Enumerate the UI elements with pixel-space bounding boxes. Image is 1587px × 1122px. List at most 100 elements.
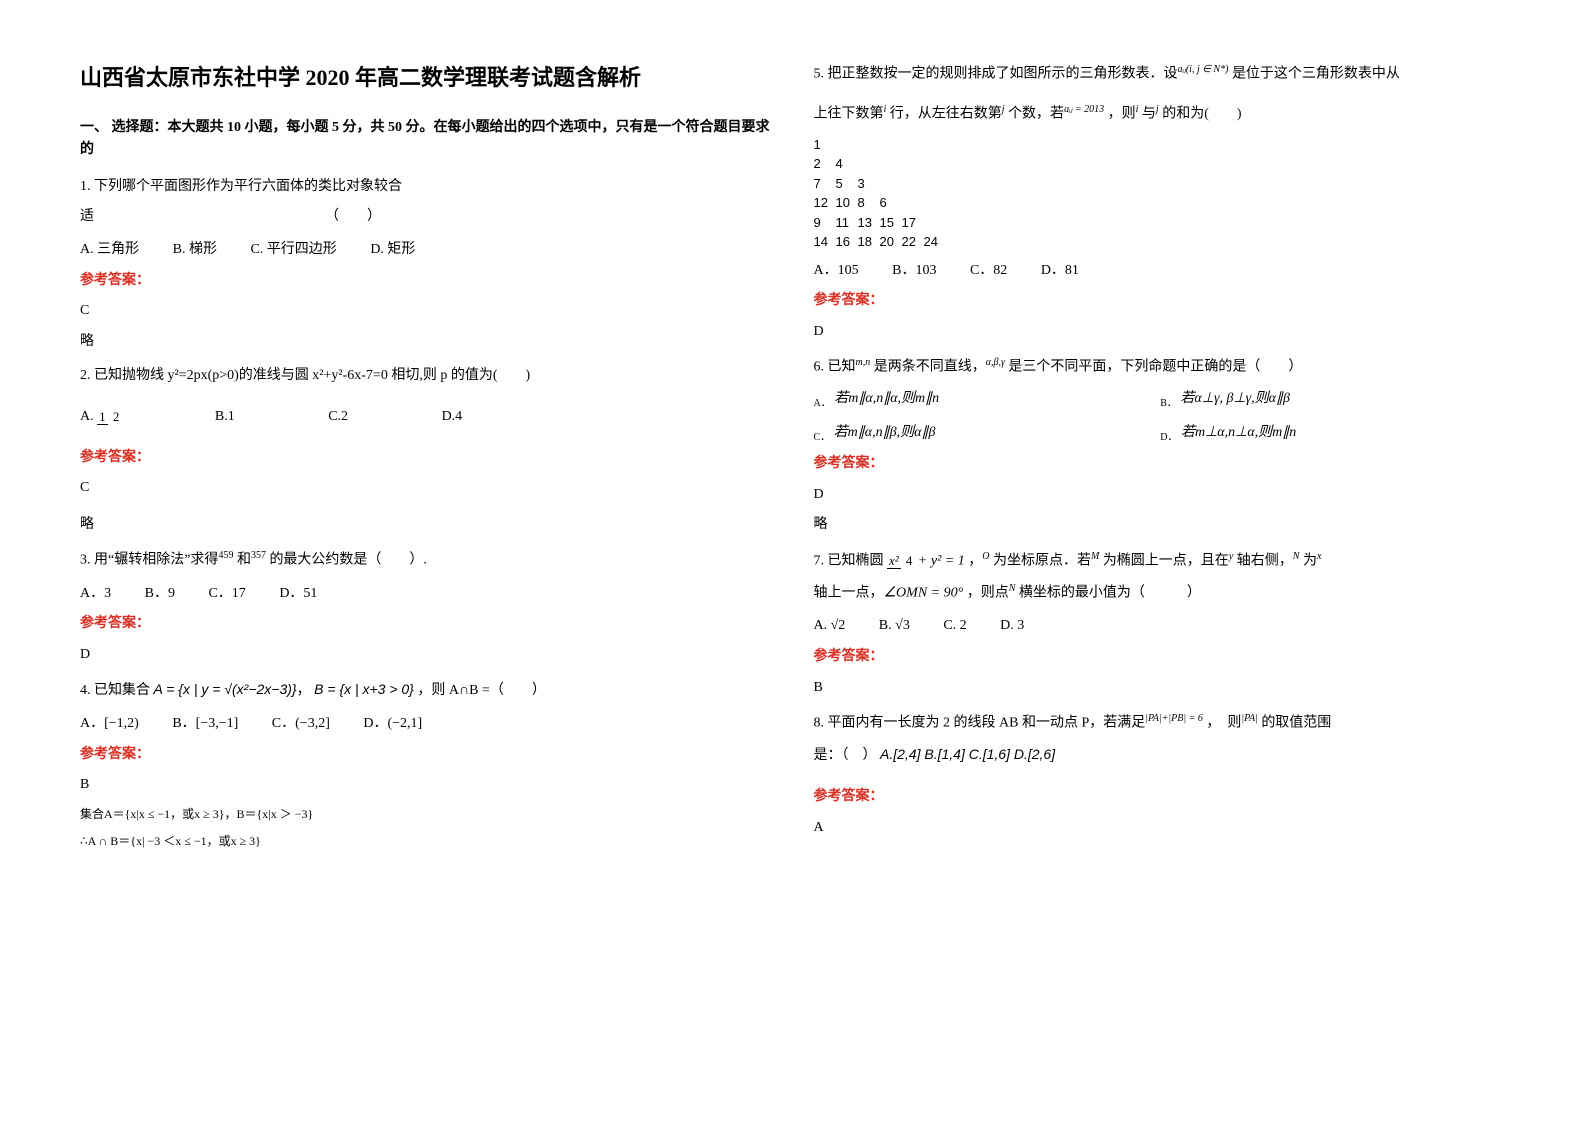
q5-opt-c: C．82 bbox=[970, 258, 1007, 285]
section-heading: 一、 选择题：本大题共 10 小题，每小题 5 分，共 50 分。在每小题给出的… bbox=[80, 117, 774, 162]
q3-stem-pre: 3. 用“辗转相除法”求得 bbox=[80, 553, 218, 568]
triangle-table: 1 24 753 121086 911131517 141618202224 bbox=[814, 135, 1508, 252]
question-3: 3. 用“辗转相除法”求得459 和357 的最大公约数是（ ）. A．3 B．… bbox=[80, 546, 774, 668]
q7-opt-d: D. 3 bbox=[1000, 613, 1024, 640]
tri-cell: 3 bbox=[858, 174, 880, 194]
tri-cell: 9 bbox=[814, 213, 836, 233]
tri-cell: 16 bbox=[836, 232, 858, 252]
q6-note: 略 bbox=[814, 512, 1508, 539]
tri-cell: 13 bbox=[858, 213, 880, 233]
q2-answer-label: 参考答案： bbox=[80, 445, 774, 472]
q4-answer-label: 参考答案： bbox=[80, 742, 774, 769]
q4-expl2: ∴A ∩ B＝{x| −3 ＜x ≤ −1，或x ≥ 3} bbox=[80, 830, 774, 853]
q3-stem: 3. 用“辗转相除法”求得459 和357 的最大公约数是（ ）. bbox=[80, 546, 774, 574]
question-2: 2. 已知抛物线 y²=2px(p>0)的准线与圆 x²+y²-6x-7=0 相… bbox=[80, 363, 774, 538]
tri-cell: 12 bbox=[814, 193, 836, 213]
tri-cell: 11 bbox=[836, 213, 858, 233]
q5-line2: 上往下数第i 行，从左往右数第j 个数，若aᵢⱼ = 2013 ，则i 与j 的… bbox=[814, 100, 1508, 128]
q7-answer: B bbox=[814, 675, 1508, 702]
q7-O: O bbox=[982, 551, 989, 562]
tri-cell: 7 bbox=[814, 174, 836, 194]
q6-lc: C． bbox=[814, 432, 831, 443]
frac-num: 1 bbox=[97, 409, 108, 425]
q5-l2-mid2: 个数，若 bbox=[1008, 107, 1064, 122]
q1-answer: C bbox=[80, 298, 774, 325]
q8-pa: |PA| bbox=[1241, 713, 1257, 724]
q6-answer: D bbox=[814, 482, 1508, 509]
q7-x: x bbox=[1317, 551, 1321, 562]
q7-frac-den: 4 bbox=[904, 553, 915, 568]
q5-answer: D bbox=[814, 319, 1508, 346]
tri-cell: 4 bbox=[836, 154, 858, 174]
q5-and: 与 bbox=[1142, 107, 1156, 122]
q3-opt-b: B．9 bbox=[145, 581, 175, 608]
q7-N2: N bbox=[1009, 583, 1016, 594]
q6-ld: D． bbox=[1160, 432, 1177, 443]
q7-N: N bbox=[1293, 551, 1300, 562]
fraction-half: 1 2 bbox=[97, 410, 121, 424]
q5-opt-b: B．103 bbox=[892, 258, 936, 285]
question-8: 8. 平面内有一长度为 2 的线段 AB 和一动点 P，若满足|PA|+|PB|… bbox=[814, 709, 1508, 841]
q6-la: A． bbox=[814, 397, 831, 408]
q8-line1: 8. 平面内有一长度为 2 的线段 AB 和一动点 P，若满足|PA|+|PB|… bbox=[814, 709, 1508, 737]
q6-mid2: 是三个不同平面，下列命题中正确的是（ ） bbox=[1008, 360, 1302, 375]
q7-frac-num: x² bbox=[887, 553, 901, 569]
q6-options: A． 若m∥α,n∥α,则m∥n B． 若α⊥γ, β⊥γ,则α∥β C． 若m… bbox=[814, 386, 1508, 448]
q4-stem: 4. 已知集合 A = {x | y = √(x²−2x−3)}， B = {x… bbox=[80, 676, 774, 705]
page-title: 山西省太原市东社中学 2020 年高二数学理联考试题含解析 bbox=[80, 60, 774, 92]
q5-post: 是位于这个三角形数表中从 bbox=[1232, 67, 1400, 82]
q2-opt-a-label: A. bbox=[80, 409, 94, 424]
q8-answer: A bbox=[814, 815, 1508, 842]
q8-opt: A.[2,4] B.[1,4] C.[1,6] D.[2,6] bbox=[880, 746, 1055, 762]
q7-mid4: 轴右侧， bbox=[1237, 554, 1293, 569]
tri-cell: 5 bbox=[836, 174, 858, 194]
q2-stem: 2. 已知抛物线 y²=2px(p>0)的准线与圆 x²+y²-6x-7=0 相… bbox=[80, 363, 774, 390]
q4-expl1: 集合A＝{x|x ≤ −1，或x ≥ 3}，B＝{x|x ＞ −3} bbox=[80, 803, 774, 826]
tri-cell: 8 bbox=[858, 193, 880, 213]
q4-answer: B bbox=[80, 772, 774, 799]
q4-stem-pre: 4. 已知集合 bbox=[80, 683, 150, 698]
q7-options: A. √2 B. √3 C. 2 D. 3 bbox=[814, 613, 1508, 640]
q7-pre: 7. 已知椭圆 bbox=[814, 554, 884, 569]
q6-ta: 若m∥α,n∥α,则m∥n bbox=[834, 391, 939, 406]
tri-cell: 24 bbox=[924, 232, 946, 252]
q7-answer-label: 参考答案： bbox=[814, 644, 1508, 671]
q6-lb: B． bbox=[1160, 397, 1177, 408]
tri-cell: 17 bbox=[902, 213, 924, 233]
question-1: 1. 下列哪个平面图形作为平行六面体的类比对象较合 适 （ ） A. 三角形 B… bbox=[80, 174, 774, 356]
q7-line1: 7. 已知椭圆 x² 4 + y² = 1 ，O 为坐标原点．若M 为椭圆上一点… bbox=[814, 547, 1508, 575]
q6-opt-d: D． 若m⊥α,n⊥α,则m∥n bbox=[1160, 420, 1507, 447]
q7-opt-a: A. √2 bbox=[814, 613, 846, 640]
q7-opt-b: B. √3 bbox=[879, 613, 910, 640]
q4-setA: A = {x | y = √(x²−2x−3)} bbox=[154, 681, 297, 697]
q5-line1: 5. 把正整数按一定的规则排成了如图所示的三角形数表．设aᵢⱼ(i, j ∈ N… bbox=[814, 60, 1508, 88]
q1-stem2: 适 （ ） bbox=[80, 204, 774, 231]
q6-pre: 6. 已知 bbox=[814, 360, 856, 375]
tri-cell: 15 bbox=[880, 213, 902, 233]
q4-opt-d: D．(−2,1] bbox=[363, 711, 422, 738]
q6-answer-label: 参考答案： bbox=[814, 451, 1508, 478]
q6-mid1: 是两条不同直线， bbox=[874, 360, 986, 375]
q4-opt-a: A．[−1,2) bbox=[80, 711, 139, 738]
q8-answer-label: 参考答案： bbox=[814, 784, 1508, 811]
q6-tc: 若m∥α,n∥β,则α∥β bbox=[834, 425, 936, 440]
tri-cell: 14 bbox=[814, 232, 836, 252]
question-4: 4. 已知集合 A = {x | y = √(x²−2x−3)}， B = {x… bbox=[80, 676, 774, 852]
q7-frac: x² 4 bbox=[887, 554, 914, 568]
q8-tail: 的取值范围 bbox=[1261, 716, 1331, 731]
q3-opt-d: D．51 bbox=[279, 581, 317, 608]
q6-td: 若m⊥α,n⊥α,则m∥n bbox=[1181, 425, 1296, 440]
q6-stem: 6. 已知m,n 是两条不同直线，α,β,γ 是三个不同平面，下列命题中正确的是… bbox=[814, 353, 1508, 381]
q2-opt-a: A. 1 2 bbox=[80, 404, 121, 431]
q5-j: j bbox=[1002, 104, 1005, 115]
q7-l2-post: ，则点 bbox=[967, 586, 1009, 601]
q5-cond: aᵢⱼ = 2013 bbox=[1064, 104, 1104, 115]
q1-stem: 1. 下列哪个平面图形作为平行六面体的类比对象较合 bbox=[80, 174, 774, 201]
tri-cell: 22 bbox=[902, 232, 924, 252]
q5-options: A．105 B．103 C．82 D．81 bbox=[814, 258, 1508, 285]
left-column: 山西省太原市东社中学 2020 年高二数学理联考试题含解析 一、 选择题：本大题… bbox=[80, 60, 774, 860]
q5-i: i bbox=[884, 104, 887, 115]
question-5: 5. 把正整数按一定的规则排成了如图所示的三角形数表．设aᵢⱼ(i, j ∈ N… bbox=[814, 60, 1508, 345]
q2-answer: C bbox=[80, 475, 774, 502]
q5-pre: 5. 把正整数按一定的规则排成了如图所示的三角形数表．设 bbox=[814, 67, 1178, 82]
